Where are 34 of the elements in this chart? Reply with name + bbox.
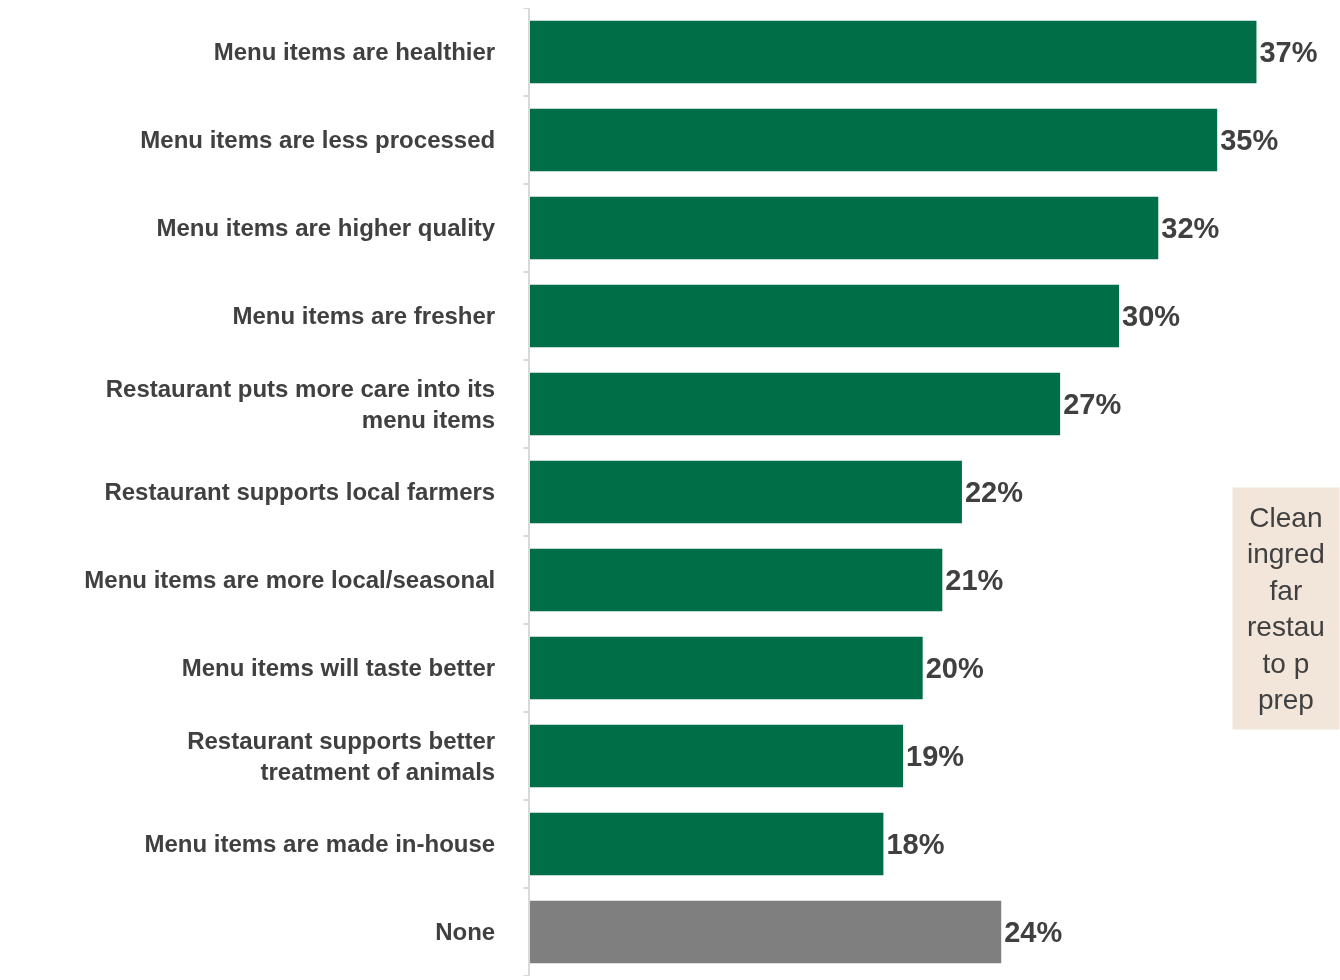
data-label: 37% — [1259, 36, 1318, 68]
bar — [530, 372, 1061, 436]
data-label: 18% — [886, 828, 945, 860]
bar — [530, 548, 943, 612]
bar — [530, 636, 923, 700]
bar — [530, 460, 962, 524]
data-label: 21% — [945, 564, 1004, 596]
data-label: 24% — [1004, 916, 1063, 948]
bar — [530, 196, 1159, 260]
y-tick-label: Menu items will taste better — [181, 654, 496, 682]
y-tick-label: Menu items are less processed — [140, 126, 496, 154]
bar — [530, 108, 1218, 172]
data-label: 32% — [1161, 212, 1220, 244]
y-tick-label: Menu items are higher quality — [156, 214, 496, 242]
y-tick-label: Menu items are healthier — [213, 38, 496, 66]
y-tick-label: Menu items are fresher — [232, 302, 496, 330]
bar — [530, 724, 904, 788]
data-label: 35% — [1220, 124, 1279, 156]
data-label: 27% — [1063, 388, 1122, 420]
y-tick-label: Restaurant supports local farmers — [104, 478, 496, 506]
data-label: 20% — [925, 652, 984, 684]
y-tick-label: Restaurant puts more care into its menu items — [105, 374, 496, 433]
bar — [530, 812, 884, 876]
y-tick-label: None — [435, 918, 496, 946]
annotation: Clean ingred far restau to p prep — [1247, 502, 1325, 715]
y-tick-label: Menu items are made in-house — [144, 830, 496, 858]
bar — [530, 20, 1257, 84]
data-label: 22% — [964, 476, 1024, 508]
data-label: 30% — [1122, 300, 1181, 332]
data-label: 19% — [906, 740, 965, 772]
bar — [530, 284, 1120, 348]
y-tick-label: Menu items are more local/seasonal — [84, 566, 496, 594]
bar — [530, 900, 1002, 964]
y-tick-label: Restaurant supports better treatment of animals — [187, 726, 496, 785]
